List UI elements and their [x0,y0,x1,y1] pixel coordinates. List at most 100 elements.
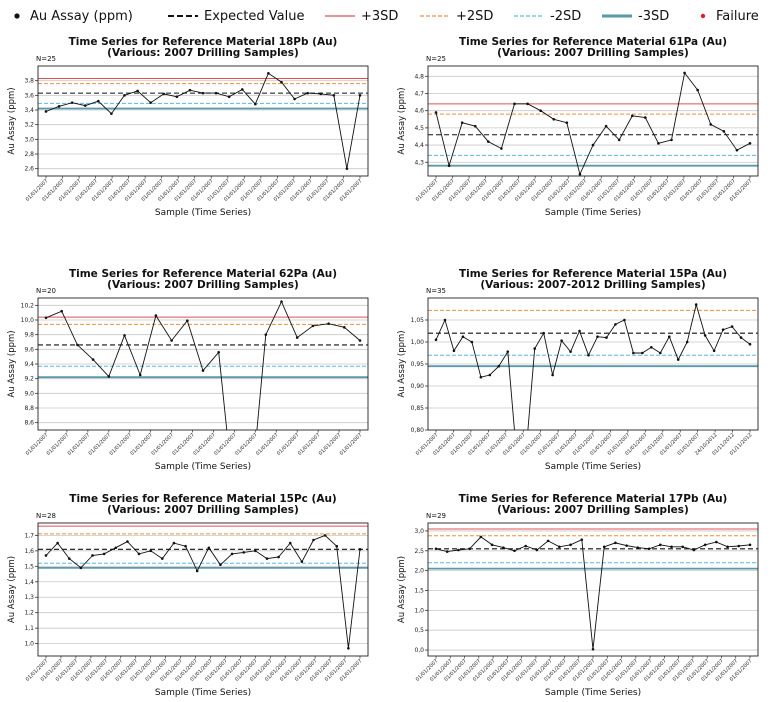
assay-point [175,95,179,99]
y-tick-label: 0,90 [411,383,425,390]
chart-panel-1: Time Series for Reference Material 18Pb … [7,36,369,218]
assay-point [76,343,79,347]
assay-point [487,140,490,143]
assay-point [447,164,451,167]
assay-point [312,538,315,542]
assay-series [44,300,362,430]
y-tick-label: 0,95 [411,361,425,368]
assay-point [201,91,205,95]
assay-point [694,303,698,306]
reference-lines [38,316,368,379]
legend: Au Assay (ppm) Expected Value +3SD +2SD … [0,0,780,32]
assay-point [513,549,516,553]
legend-item-assay: Au Assay (ppm) [10,0,133,32]
chart-subtitle: (Various: 2007 Drilling Samples) [497,47,689,59]
y-tick-label: 1,0 [24,641,34,648]
assay-point [306,91,309,95]
assay-point [730,325,734,328]
assay-point [44,316,48,320]
y-tick-label: 2,0 [414,568,424,575]
assay-point [535,548,539,552]
assay-point [591,647,595,651]
assay-point [434,111,438,114]
assay-point [748,543,752,547]
assay-point [323,534,327,537]
assay-point [524,544,528,548]
assay-point [347,646,350,650]
assay-point [650,345,653,349]
assay-series [434,302,752,430]
assay-point [123,334,126,337]
assay-line [45,300,361,430]
y-tick-label: 9,0 [24,390,34,397]
assay-point [254,102,257,106]
assay-point [70,101,74,104]
y-tick-label: 1,1 [24,625,34,632]
assay-point [490,543,494,547]
y-tick-label: 0,5 [414,627,424,634]
y-tick-label: 1,6 [24,548,34,555]
y-tick-label: 4,5 [414,125,424,132]
assay-point [264,333,268,336]
y-tick-label: 9,2 [24,376,34,383]
assay-point [709,123,713,126]
assay-point [107,375,111,378]
assay-point [114,546,118,550]
assay-point [546,539,550,543]
assay-point [319,92,323,96]
chart-title: Time Series for Reference Material 61Pa … [459,36,727,48]
y-tick-label: 10,0 [21,317,35,324]
y-axis-label: Au Assay (ppm) [397,330,407,397]
y-tick-label: 1,00 [411,339,425,346]
y-axis-label: Au Assay (ppm) [7,87,17,154]
assay-point [293,97,296,101]
assay-series [44,534,362,650]
legend-label-minus3sd: -3SD [638,8,670,24]
assay-point [647,547,651,551]
assay-point [683,71,686,75]
assay-point [184,544,187,548]
assay-point [565,121,569,125]
legend-label-plus3sd: +3SD [361,8,399,24]
y-tick-label: 1,0 [414,607,424,614]
assay-point [558,545,561,549]
x-axis-label: Sample (Time Series) [545,208,641,218]
y-tick-label: 4,6 [414,108,424,115]
assay-point [288,541,292,545]
assay-point [587,353,590,357]
legend-dashed-line-icon [514,15,544,17]
y-tick-label: 4,4 [414,142,424,149]
y-tick-label: 1,2 [24,610,34,617]
assay-point [44,110,48,113]
y-tick-label: 0,85 [411,405,425,412]
assay-point [170,339,173,342]
assay-point [172,541,176,545]
assay-point [461,335,465,339]
assay-point [91,358,95,361]
y-tick-label: 3,0 [414,528,424,535]
assay-point [457,548,460,552]
assay-point [513,102,516,106]
assay-point [217,350,220,354]
legend-label-expected: Expected Value [204,8,305,24]
assay-point [254,549,257,553]
assay-point [630,114,634,118]
assay-point [83,104,87,107]
chart-subtitle: (Various: 2007 Drilling Samples) [107,504,299,516]
assay-point [102,552,106,556]
reference-lines [38,525,368,569]
chart-title: Time Series for Reference Material 62Pa … [69,268,337,280]
assay-point [67,557,71,560]
assay-line [435,71,751,176]
assay-point [358,547,362,551]
assay-point [473,124,477,128]
assay-point [110,112,113,115]
assay-point [160,557,164,560]
assay-point [617,138,621,142]
x-axis-label: Sample (Time Series) [545,688,641,698]
assay-point [214,91,218,95]
assay-point [149,101,152,104]
sample-count-label: N=28 [36,512,56,520]
assay-point [721,328,725,331]
assay-point [614,541,617,545]
